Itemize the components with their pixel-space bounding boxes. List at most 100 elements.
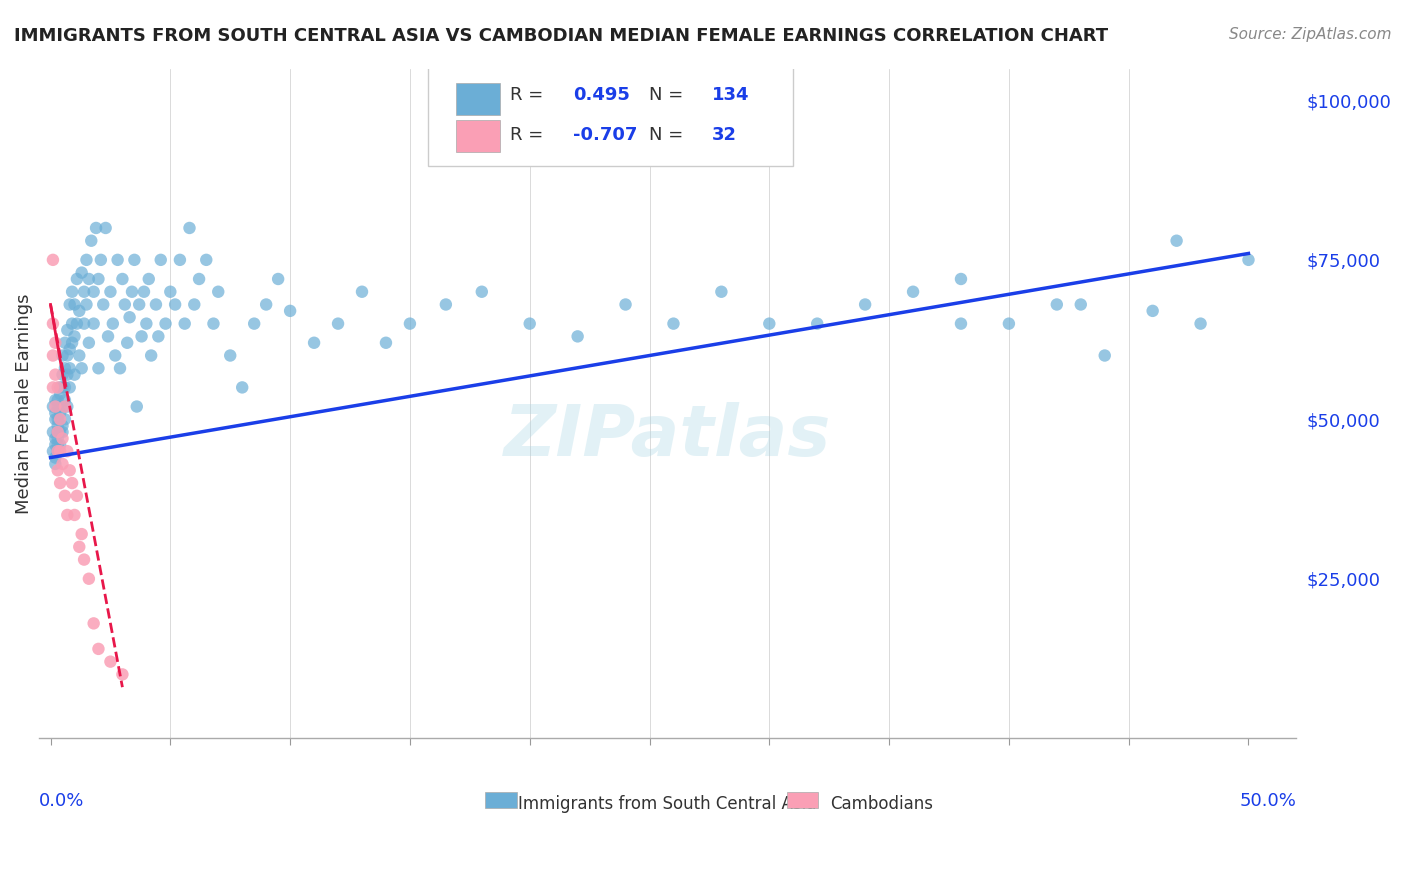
Point [128,297,150,311]
Point [46,432,69,446]
Text: N =: N = [648,87,689,104]
Point [42,252,65,267]
Point [115,335,138,350]
Point [67,349,90,363]
Point [42,400,65,414]
Point [149,252,172,267]
Point [66,317,89,331]
Point [42,444,65,458]
Point [195,252,218,267]
Text: 0.0%: 0.0% [38,792,84,810]
Point [231,380,253,394]
Point [155,317,177,331]
Point [63,508,86,522]
Point [87,361,110,376]
Point [254,297,277,311]
Point [49,412,72,426]
Point [901,285,924,299]
Point [56,368,79,382]
Point [77,335,100,350]
Text: R =: R = [510,127,550,145]
Point [46,463,69,477]
Point [70,527,93,541]
Point [44,457,66,471]
Point [53,400,76,414]
Point [59,463,82,477]
Point [141,349,163,363]
Point [42,349,65,363]
Text: IMMIGRANTS FROM SOUTH CENTRAL ASIA VS CAMBODIAN MEDIAN FEMALE EARNINGS CORRELATI: IMMIGRANTS FROM SOUTH CENTRAL ASIA VS CA… [14,27,1108,45]
Point [148,329,170,343]
Point [434,297,457,311]
Point [1142,304,1164,318]
Point [70,361,93,376]
Bar [787,792,818,808]
Point [267,272,290,286]
Point [710,285,733,299]
Point [1189,317,1212,331]
Point [49,425,72,439]
Point [51,432,73,446]
Point [111,272,134,286]
Point [70,266,93,280]
Text: ZIPatlas: ZIPatlas [503,402,831,471]
Point [51,425,73,439]
Point [80,234,103,248]
Point [159,285,181,299]
Point [949,272,972,286]
Point [998,317,1021,331]
Point [121,285,143,299]
Point [59,342,82,356]
Point [42,317,65,331]
Point [63,329,86,343]
Text: 134: 134 [711,87,749,104]
Point [53,412,76,426]
Point [53,335,76,350]
Point [42,425,65,439]
Text: Cambodians: Cambodians [830,795,932,814]
Point [60,317,83,331]
Point [326,317,349,331]
Y-axis label: Median Female Earnings: Median Female Earnings [15,293,32,514]
Text: R =: R = [510,87,550,104]
Point [59,380,82,394]
Point [118,310,141,325]
Point [67,304,90,318]
Point [46,393,69,408]
Point [44,450,66,465]
Point [173,317,195,331]
Point [46,444,69,458]
Point [44,432,66,446]
Point [60,285,83,299]
Point [1046,297,1069,311]
Point [278,304,301,318]
Point [131,329,153,343]
Point [101,317,124,331]
Point [60,476,83,491]
Text: Immigrants from South Central Asia: Immigrants from South Central Asia [519,795,817,814]
Text: -0.707: -0.707 [574,127,637,145]
Point [46,400,69,414]
Point [66,489,89,503]
Point [51,418,73,433]
Point [87,272,110,286]
Point [124,252,146,267]
Point [87,641,110,656]
Point [53,380,76,394]
Point [46,412,69,426]
Point [125,400,148,414]
Point [90,252,112,267]
Point [188,272,211,286]
Point [51,368,73,382]
Point [614,297,637,311]
Point [183,297,205,311]
Point [111,667,134,681]
Point [243,317,266,331]
Bar [456,120,501,153]
Point [132,285,155,299]
Point [46,418,69,433]
Point [44,368,66,382]
Point [73,285,96,299]
Point [46,438,69,452]
Point [53,361,76,376]
